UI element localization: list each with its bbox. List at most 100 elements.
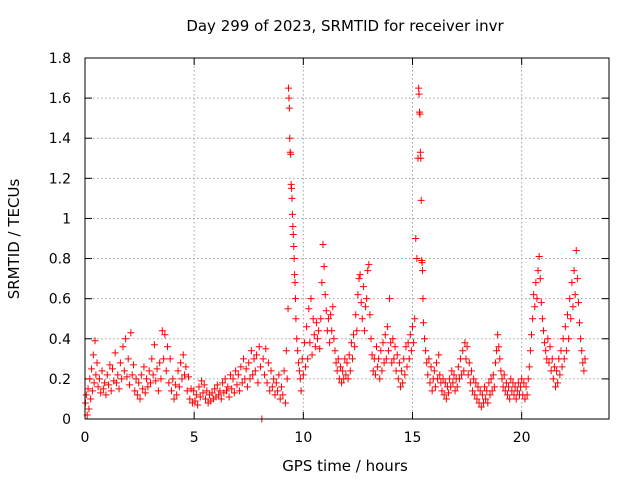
data-point	[315, 327, 323, 335]
data-point	[247, 347, 255, 355]
data-point	[422, 347, 430, 355]
data-point	[229, 375, 237, 383]
data-point	[339, 367, 347, 375]
data-point	[192, 391, 200, 399]
data-point	[411, 315, 419, 323]
data-point	[577, 335, 585, 343]
data-point	[463, 343, 471, 351]
data-point	[567, 315, 575, 323]
data-point	[330, 335, 338, 343]
data-point	[219, 379, 227, 387]
data-point	[419, 319, 427, 327]
data-point	[264, 359, 272, 367]
data-point	[310, 331, 318, 339]
data-point	[409, 323, 416, 331]
data-point	[526, 347, 534, 355]
data-point	[454, 363, 462, 371]
data-point	[451, 387, 459, 395]
data-point	[386, 295, 394, 303]
data-point	[290, 255, 298, 263]
data-point	[274, 387, 282, 395]
data-point	[162, 367, 170, 375]
data-point	[174, 367, 182, 375]
data-point	[198, 377, 206, 385]
data-point	[580, 367, 588, 375]
data-point	[461, 339, 469, 347]
data-point	[527, 331, 535, 339]
data-point	[112, 379, 120, 387]
y-tick-label: 0.2	[49, 372, 71, 388]
data-point	[190, 387, 198, 395]
data-point	[184, 373, 192, 381]
data-point	[391, 343, 399, 351]
data-point	[410, 339, 418, 347]
data-point	[579, 359, 587, 367]
data-point	[332, 359, 340, 367]
tick-layer: 0 0.2 0.4 0.6 0.8 1 1.2 1.4 1.6 1.8 0 5 10 15 20	[49, 51, 609, 446]
data-point	[531, 303, 539, 311]
data-point	[294, 347, 302, 355]
data-point	[393, 351, 401, 359]
data-point	[317, 315, 325, 323]
data-point	[331, 347, 339, 355]
data-point	[490, 383, 498, 391]
data-point	[316, 345, 324, 353]
data-point	[424, 371, 432, 379]
data-point	[348, 355, 356, 363]
data-point	[250, 355, 258, 363]
data-point	[445, 389, 453, 397]
data-point	[167, 387, 175, 395]
data-point	[512, 395, 520, 403]
data-point	[257, 363, 265, 371]
data-point	[529, 315, 537, 323]
data-point	[380, 359, 388, 367]
data-point	[133, 391, 141, 399]
data-point	[549, 375, 557, 383]
data-point	[464, 371, 472, 379]
data-point	[183, 387, 191, 395]
data-point	[268, 383, 276, 391]
data-point	[195, 383, 203, 391]
data-point	[295, 367, 303, 375]
data-point	[416, 110, 424, 118]
data-point	[436, 371, 444, 379]
data-point	[377, 347, 385, 355]
data-point	[521, 395, 529, 403]
data-point	[145, 367, 153, 375]
data-point	[202, 395, 210, 403]
data-point	[381, 331, 389, 339]
data-point	[435, 351, 443, 359]
data-point	[154, 387, 162, 395]
data-point	[548, 355, 556, 363]
data-point	[246, 375, 254, 383]
data-point	[375, 355, 383, 363]
data-point	[544, 335, 552, 343]
data-point	[476, 387, 484, 395]
data-point	[482, 395, 490, 403]
data-point	[200, 381, 208, 389]
data-point	[191, 397, 199, 405]
data-point	[402, 343, 410, 351]
data-point	[493, 347, 501, 355]
data-point	[221, 375, 229, 383]
data-point	[546, 343, 554, 351]
data-point	[389, 335, 397, 343]
data-point	[576, 319, 584, 327]
data-point	[419, 267, 427, 275]
data-point	[320, 263, 328, 271]
data-point	[237, 363, 245, 371]
data-point	[92, 371, 100, 379]
data-point	[450, 371, 458, 379]
data-point	[384, 347, 392, 355]
data-point	[314, 335, 322, 343]
data-point	[152, 377, 160, 385]
data-point	[495, 343, 503, 351]
data-point	[164, 343, 172, 351]
data-point	[484, 399, 492, 407]
data-point	[290, 243, 298, 251]
data-point	[160, 355, 168, 363]
data-point	[554, 379, 562, 387]
y-tick-label: 1.8	[49, 51, 71, 67]
data-point	[291, 271, 299, 279]
data-point	[459, 347, 467, 355]
